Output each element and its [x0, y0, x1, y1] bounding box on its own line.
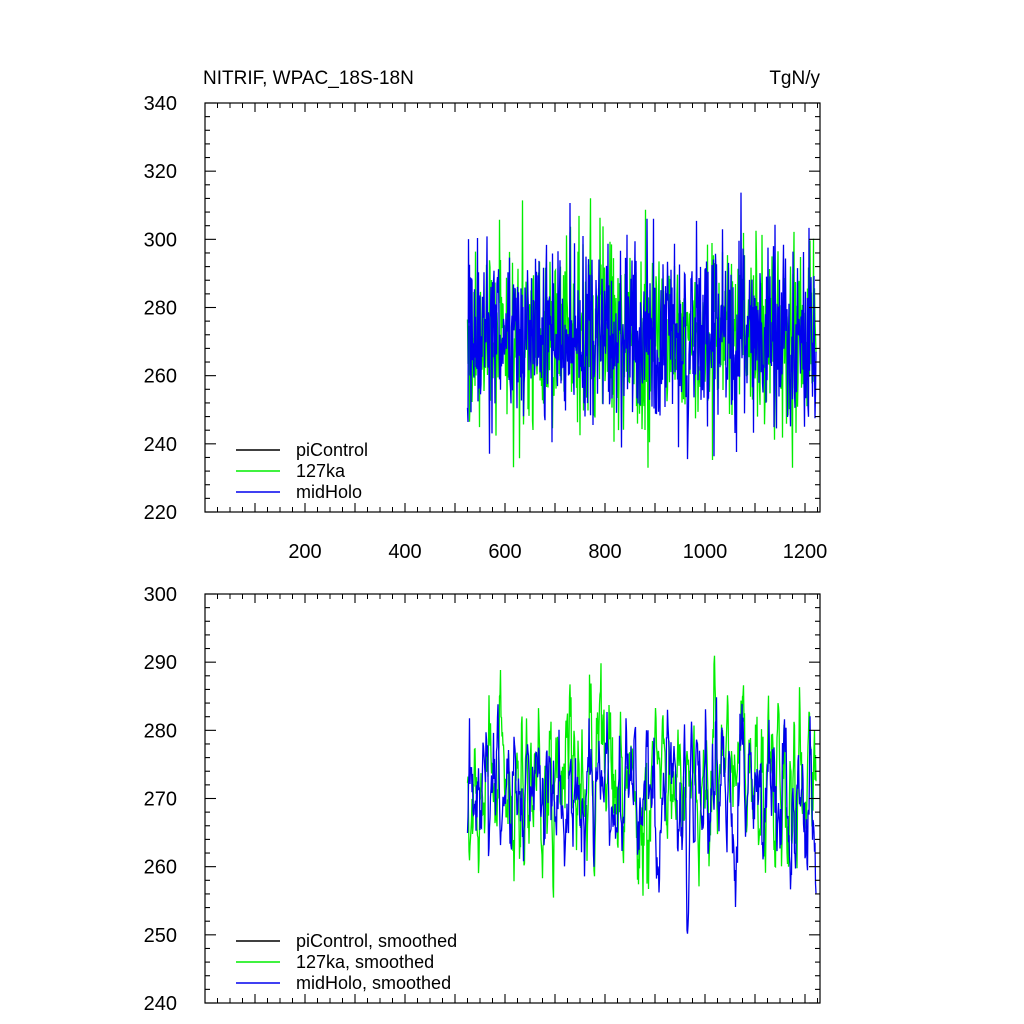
x-tick-label: 1200 [783, 541, 828, 563]
y-tick-label: 220 [144, 502, 177, 524]
x-tick-label: 800 [588, 541, 621, 563]
chart-units-label: TgN/y [769, 68, 820, 89]
legend-label-127ka: 127ka [296, 461, 346, 481]
legend-label-midholo-smoothed: midHolo, smoothed [296, 973, 451, 993]
y-tick-label: 280 [144, 720, 177, 742]
bottom-axis-ticks [205, 593, 820, 1004]
chart-title-left: NITRIF, WPAC_18S-18N [203, 68, 414, 89]
y-tick-label: 300 [144, 229, 177, 251]
y-tick-label: 260 [144, 857, 177, 879]
top-legend: piControl 127ka midHolo [236, 440, 368, 502]
y-tick-label: 280 [144, 298, 177, 320]
legend-label-midholo: midHolo [296, 482, 362, 502]
top-panel: 220 240 260 280 300 320 340 200 400 600 800 1000 12… [144, 93, 828, 563]
bottom-series-127ka-line [466, 655, 817, 898]
series-line-midholo [466, 697, 817, 934]
bottom-panel: 240 250 260 270 280 290 300 piControl, smoothe… [144, 584, 821, 1015]
y-tick-label: 250 [144, 925, 177, 947]
top-axis-ticks [205, 102, 820, 513]
x-tick-label: 400 [388, 541, 421, 563]
legend-label-127ka-smoothed: 127ka, smoothed [296, 952, 434, 972]
x-tick-label: 1000 [683, 541, 728, 563]
y-tick-label: 300 [144, 584, 177, 606]
series-line-midholo [466, 192, 817, 460]
x-tick-label: 600 [488, 541, 521, 563]
y-tick-label: 290 [144, 652, 177, 674]
top-series-midholo-line [466, 192, 817, 460]
y-tick-label: 340 [144, 93, 177, 115]
bottom-series-midholo-line [466, 697, 817, 934]
legend-label-picontrol: piControl [296, 440, 368, 460]
top-y-tick-labels: 220 240 260 280 300 320 340 [144, 93, 177, 524]
bottom-y-tick-labels: 240 250 260 270 280 290 300 [144, 584, 177, 1015]
y-tick-label: 240 [144, 434, 177, 456]
y-tick-label: 320 [144, 161, 177, 183]
top-x-tick-labels: 200 400 600 800 1000 1200 [288, 541, 827, 563]
y-tick-label: 270 [144, 789, 177, 811]
y-tick-label: 240 [144, 993, 177, 1015]
y-tick-label: 260 [144, 366, 177, 388]
series-line-127ka [466, 655, 817, 898]
legend-label-picontrol-smoothed: piControl, smoothed [296, 931, 457, 951]
x-tick-label: 200 [288, 541, 321, 563]
bottom-legend: piControl, smoothed 127ka, smoothed midH… [236, 931, 457, 993]
